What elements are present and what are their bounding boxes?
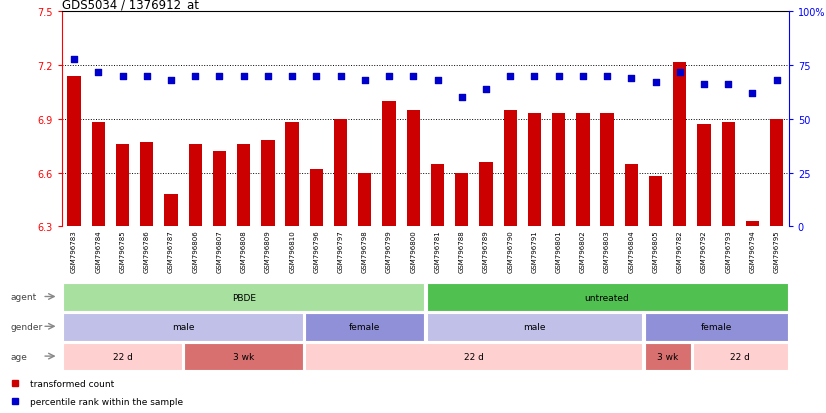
Bar: [63, 313, 303, 341]
Point: [358, 78, 372, 84]
Text: transformed count: transformed count: [30, 379, 114, 388]
Point: [746, 90, 759, 97]
Text: GDS5034 / 1376912_at: GDS5034 / 1376912_at: [62, 0, 199, 11]
Point: [140, 74, 154, 80]
Point: [552, 74, 565, 80]
Text: PBDE: PBDE: [231, 293, 256, 302]
Bar: [644, 313, 788, 341]
Point: [334, 74, 347, 80]
Bar: [504, 111, 517, 227]
Bar: [770, 120, 783, 227]
Point: [406, 74, 420, 80]
Bar: [92, 123, 105, 227]
Point: [68, 56, 81, 63]
Text: 22 d: 22 d: [112, 352, 132, 361]
Point: [310, 74, 323, 80]
Text: 22 d: 22 d: [730, 352, 750, 361]
Point: [92, 69, 105, 76]
Bar: [552, 114, 565, 227]
Bar: [63, 343, 182, 370]
Bar: [722, 123, 735, 227]
Text: percentile rank within the sample: percentile rank within the sample: [30, 397, 183, 406]
Bar: [455, 173, 468, 227]
Bar: [63, 284, 425, 311]
Bar: [310, 170, 323, 227]
Bar: [68, 77, 81, 227]
Bar: [116, 145, 129, 227]
Bar: [431, 164, 444, 227]
Bar: [426, 284, 788, 311]
Bar: [286, 123, 299, 227]
Point: [649, 80, 662, 86]
Bar: [213, 152, 226, 227]
Bar: [644, 343, 691, 370]
Bar: [673, 62, 686, 227]
Point: [601, 74, 614, 80]
Bar: [140, 143, 154, 227]
Point: [770, 78, 783, 84]
Text: male: male: [523, 323, 546, 332]
Bar: [306, 343, 643, 370]
Text: 3 wk: 3 wk: [233, 352, 254, 361]
Text: age: age: [11, 352, 28, 361]
Point: [431, 78, 444, 84]
Point: [697, 82, 710, 88]
Text: gender: gender: [11, 322, 43, 331]
Point: [164, 78, 178, 84]
Point: [722, 82, 735, 88]
Bar: [382, 102, 396, 227]
Point: [188, 74, 202, 80]
Text: 22 d: 22 d: [464, 352, 484, 361]
Text: male: male: [172, 323, 194, 332]
Point: [479, 86, 492, 93]
Bar: [624, 164, 638, 227]
Text: female: female: [349, 323, 381, 332]
Bar: [261, 141, 274, 227]
Bar: [358, 173, 372, 227]
Bar: [334, 120, 347, 227]
Bar: [164, 195, 178, 227]
Bar: [306, 313, 425, 341]
Bar: [693, 343, 788, 370]
Point: [116, 74, 129, 80]
Bar: [577, 114, 590, 227]
Text: female: female: [700, 323, 732, 332]
Point: [286, 74, 299, 80]
Point: [237, 74, 250, 80]
Text: 3 wk: 3 wk: [657, 352, 678, 361]
Point: [455, 95, 468, 102]
Text: untreated: untreated: [585, 293, 629, 302]
Point: [261, 74, 274, 80]
Bar: [746, 221, 759, 227]
Point: [673, 69, 686, 76]
Point: [528, 74, 541, 80]
Point: [504, 74, 517, 80]
Bar: [479, 162, 492, 227]
Bar: [697, 125, 710, 227]
Point: [382, 74, 396, 80]
Text: agent: agent: [11, 292, 37, 301]
Bar: [649, 177, 662, 227]
Bar: [406, 111, 420, 227]
Bar: [237, 145, 250, 227]
Point: [577, 74, 590, 80]
Bar: [601, 114, 614, 227]
Bar: [426, 313, 643, 341]
Bar: [528, 114, 541, 227]
Bar: [184, 343, 303, 370]
Point: [624, 76, 638, 82]
Point: [213, 74, 226, 80]
Bar: [188, 145, 202, 227]
